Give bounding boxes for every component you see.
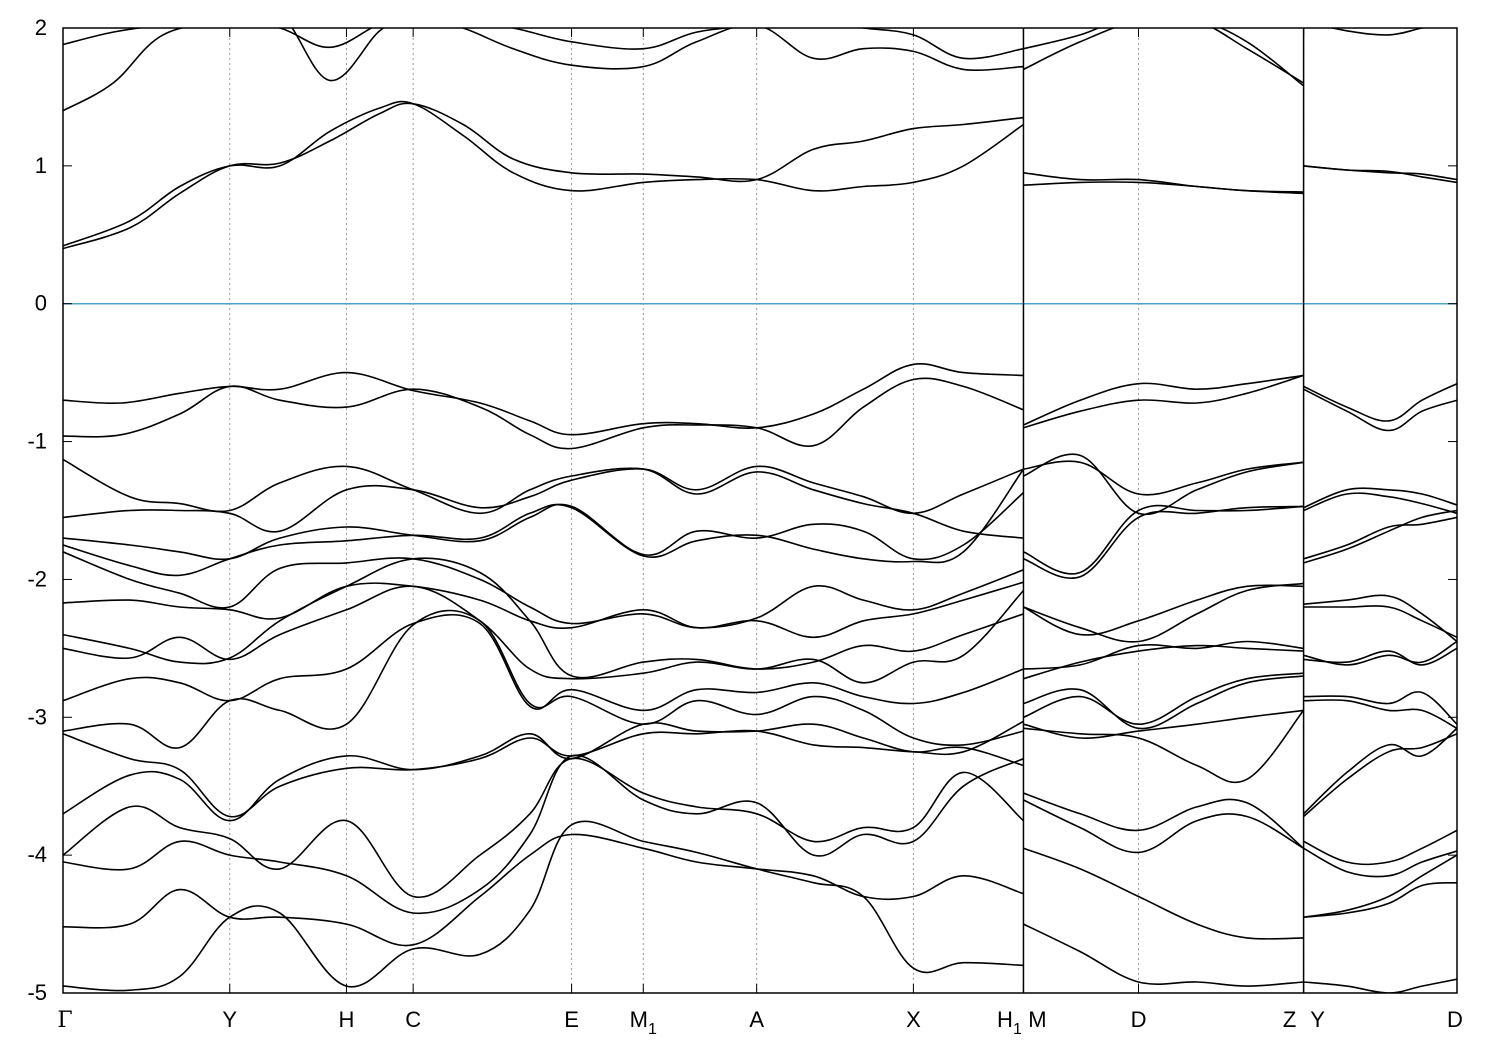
band-line-2-13 [1303, 691, 1457, 725]
band-line-1-3 [1023, 28, 1305, 84]
y-tick-label: 2 [35, 15, 47, 40]
band-line-1-1 [1023, 181, 1304, 193]
band-line-2-4 [1303, 388, 1457, 432]
y-axis-ticks: -5 -4 -3 -2 -1 0 1 2 [27, 15, 1457, 1005]
band-line-0-18 [63, 757, 1025, 899]
band-line-1-17 [1023, 709, 1305, 784]
band-line-1-6 [1023, 460, 1304, 496]
x-tick-label: Z [1283, 1007, 1296, 1032]
bands [63, 28, 1457, 993]
band-line-1-19 [1023, 799, 1304, 854]
band-line-2-17 [1303, 829, 1457, 866]
x-tick-label: Y [222, 1007, 237, 1032]
band-line-2-20 [1303, 854, 1457, 918]
x-tick-label: A [749, 1007, 764, 1032]
x-tick-label: H1 [997, 1007, 1022, 1038]
band-line-1-16 [1023, 709, 1304, 739]
band-line-1-14 [1023, 672, 1304, 725]
band-line-1-11 [1023, 582, 1304, 643]
band-line-0-2 [63, 28, 1024, 112]
y-tick-label: -3 [27, 704, 47, 729]
band-line-1-4 [1023, 374, 1304, 426]
x-axis-ticks: Γ Y H C E M1 A X H1 M D Z Y D [57, 28, 1463, 1038]
y-tick-label: -5 [27, 980, 47, 1005]
band-line-1-9 [1023, 505, 1304, 579]
band-line-2-19 [1303, 881, 1457, 918]
band-line-1-8 [1023, 504, 1304, 575]
band-line-0-11 [63, 581, 1024, 639]
band-line-1-2 [1023, 28, 1305, 87]
band-line-2-3 [1303, 382, 1457, 422]
band-line-0-21 [63, 820, 1024, 992]
band-line-2-6 [1303, 492, 1457, 515]
y-tick-label: -1 [27, 429, 47, 454]
band-line-0-9 [63, 468, 1025, 577]
band-line-0-10 [63, 551, 1024, 629]
band-line-2-1 [1303, 165, 1457, 181]
band-line-2-8 [1303, 516, 1457, 560]
band-line-2-18 [1303, 847, 1457, 878]
band-line-0-5 [63, 377, 1024, 450]
y-tick-label: -4 [27, 842, 47, 867]
band-line-0-17 [63, 722, 1024, 822]
band-line-2-12 [1303, 647, 1457, 666]
band-line-1-21 [1023, 923, 1304, 987]
band-line-0-4 [63, 363, 1024, 436]
band-line-0-6 [63, 458, 1024, 539]
band-line-0-3 [63, 28, 1024, 60]
x-tick-label: M1 [630, 1007, 657, 1038]
band-line-0-16 [63, 720, 1024, 818]
band-line-0-14 [63, 613, 1024, 712]
band-line-1-5 [1023, 374, 1304, 429]
x-tick-label: Γ [57, 1008, 72, 1033]
band-line-1-10 [1023, 584, 1304, 636]
band-line-0-0 [63, 102, 1024, 250]
x-tick-label-subscript: 1 [648, 1021, 657, 1038]
band-line-2-9 [1303, 594, 1457, 643]
band-line-0-7 [63, 465, 1024, 533]
x-tick-label: C [405, 1007, 421, 1032]
y-tick-label: 1 [35, 153, 47, 178]
band-line-2-21 [1303, 978, 1457, 993]
path-discontinuities [1022, 28, 1305, 993]
band-line-0-20 [63, 833, 1024, 947]
x-tick-label: X [906, 1007, 921, 1032]
band-line-1-18 [1023, 792, 1305, 849]
x-tick-label: D [1131, 1007, 1147, 1032]
band-line-0-13 [63, 585, 1025, 684]
band-line-2-10 [1303, 605, 1457, 639]
x-tick-label: Y [1310, 1007, 1325, 1032]
x-tick-label-subscript: 1 [1013, 1021, 1022, 1038]
band-line-2-15 [1303, 733, 1457, 818]
kpoint-gridlines [229, 28, 1305, 993]
x-tick-label: H [339, 1007, 355, 1032]
y-tick-label: -2 [27, 566, 47, 591]
x-tick-label: E [564, 1007, 579, 1032]
y-tick-label: 0 [35, 291, 47, 316]
band-line-1-12 [1023, 640, 1304, 670]
band-line-0-19 [63, 754, 1024, 915]
band-line-2-16 [1303, 727, 1457, 815]
band-line-2-11 [1303, 640, 1457, 666]
band-line-0-15 [63, 609, 1024, 749]
band-line-2-5 [1303, 487, 1457, 509]
band-line-2-14 [1303, 699, 1457, 730]
x-tick-label: D [1447, 1007, 1463, 1032]
band-line-1-20 [1023, 847, 1304, 940]
band-line-2-7 [1303, 509, 1457, 564]
plot-frame [62, 27, 1458, 994]
band-line-1-13 [1023, 644, 1304, 680]
band-line-1-15 [1023, 675, 1304, 730]
x-tick-label: M [1028, 1007, 1046, 1032]
band-line-0-1 [63, 100, 1024, 247]
